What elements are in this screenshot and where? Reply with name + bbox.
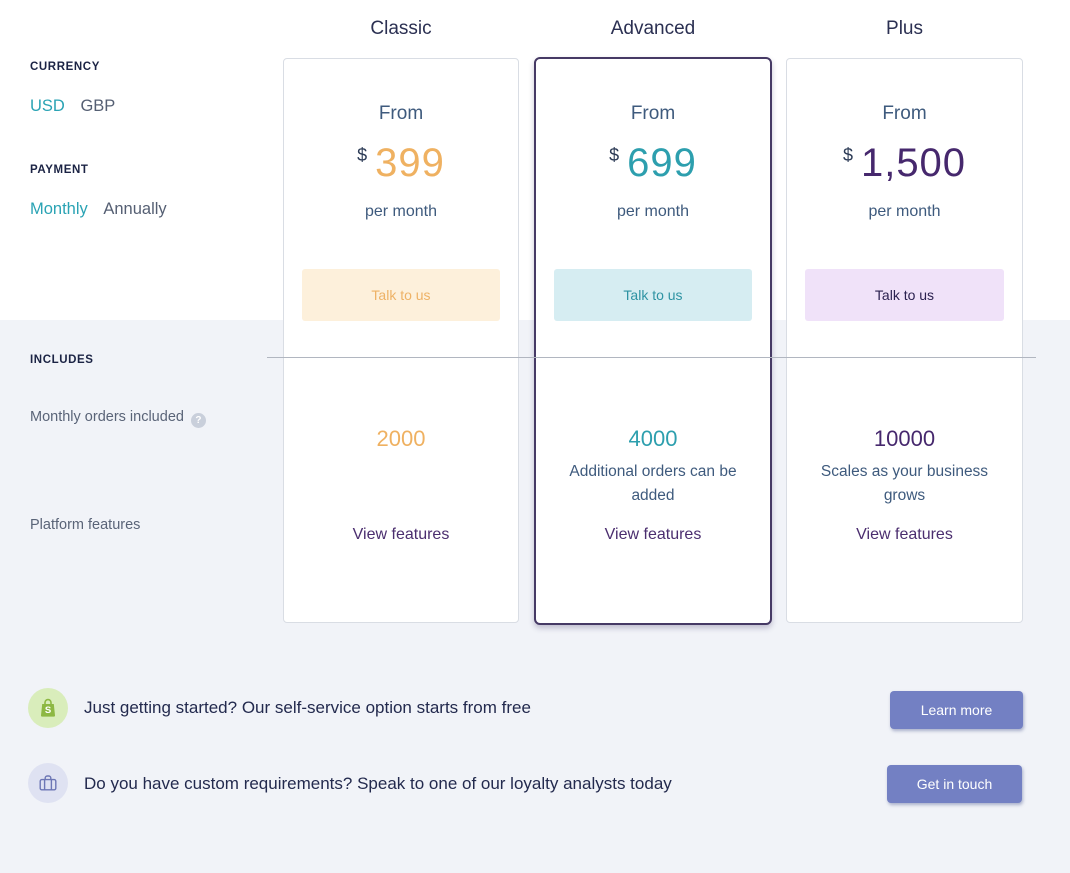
includes-section-label: INCLUDES bbox=[30, 354, 94, 366]
payment-section-label: PAYMENT bbox=[30, 164, 89, 176]
svg-text:S: S bbox=[45, 705, 51, 716]
price: $ 1,500 bbox=[787, 135, 1022, 191]
from-label: From bbox=[882, 103, 927, 124]
view-features-link[interactable]: View features bbox=[604, 526, 702, 543]
currency-symbol: $ bbox=[357, 145, 368, 165]
currency-option-gbp[interactable]: GBP bbox=[80, 97, 116, 115]
includes-divider-line bbox=[267, 357, 1036, 358]
currency-toggle: USD GBP bbox=[30, 97, 115, 116]
plan-card-plus: From $ 1,500 per month Talk to us 10000 … bbox=[786, 58, 1023, 623]
billing-period-label: per month bbox=[364, 203, 438, 220]
billing-period-label: per month bbox=[616, 203, 690, 220]
price-value: 1,500 bbox=[860, 140, 967, 185]
custom-requirements-message: Do you have custom requirements? Speak t… bbox=[84, 774, 672, 793]
monthly-orders-value: 2000 bbox=[376, 426, 426, 451]
monthly-orders-value: 4000 bbox=[628, 426, 678, 451]
view-features-link[interactable]: View features bbox=[352, 526, 450, 543]
plan-header-plus: Plus bbox=[886, 18, 923, 39]
talk-to-us-button[interactable]: Talk to us bbox=[302, 269, 500, 321]
talk-to-us-button[interactable]: Talk to us bbox=[554, 269, 752, 321]
plan-card-classic: From $ 399 per month Talk to us 2000 Vie… bbox=[283, 58, 519, 623]
price-value: 699 bbox=[627, 140, 697, 185]
help-icon[interactable]: ? bbox=[190, 413, 206, 428]
feature-row-label: Platform features bbox=[30, 517, 141, 533]
self-service-message: Just getting started? Our self-service o… bbox=[84, 698, 531, 717]
currency-section-label: CURRENCY bbox=[30, 61, 100, 73]
currency-symbol: $ bbox=[842, 145, 853, 165]
briefcase-icon-circle bbox=[28, 763, 68, 803]
monthly-orders-value: 10000 bbox=[873, 426, 936, 451]
payment-option-monthly[interactable]: Monthly bbox=[30, 200, 88, 218]
plan-card-advanced: From $ 699 per month Talk to us 4000 Add… bbox=[534, 57, 772, 625]
get-in-touch-button[interactable]: Get in touch bbox=[887, 765, 1022, 803]
briefcase-icon bbox=[39, 775, 57, 791]
payment-toggle: Monthly Annually bbox=[30, 200, 167, 219]
billing-period-label: per month bbox=[868, 203, 941, 220]
orders-note: Scales as your business grows bbox=[820, 463, 989, 504]
currency-option-usd[interactable]: USD bbox=[30, 97, 65, 115]
price: $ 399 bbox=[284, 135, 518, 191]
talk-to-us-button[interactable]: Talk to us bbox=[805, 269, 1004, 321]
plan-header-advanced: Advanced bbox=[610, 18, 696, 39]
feature-row-label: Monthly orders included bbox=[30, 409, 184, 425]
payment-option-annually[interactable]: Annually bbox=[103, 200, 167, 218]
currency-symbol: $ bbox=[609, 145, 620, 165]
plan-header-classic: Classic bbox=[370, 18, 432, 39]
orders-note: Additional orders can be added bbox=[569, 463, 737, 504]
price: $ 699 bbox=[536, 135, 770, 191]
shopify-icon-circle: S bbox=[28, 688, 68, 728]
shopify-bag-icon: S bbox=[40, 698, 56, 717]
learn-more-button[interactable]: Learn more bbox=[890, 691, 1023, 729]
from-label: From bbox=[378, 103, 424, 124]
feature-row-monthly-orders: Monthly orders included? bbox=[30, 409, 206, 428]
from-label: From bbox=[630, 103, 676, 124]
view-features-link[interactable]: View features bbox=[856, 526, 953, 543]
feature-row-platform-features: Platform features bbox=[30, 517, 140, 533]
price-value: 399 bbox=[375, 140, 445, 185]
